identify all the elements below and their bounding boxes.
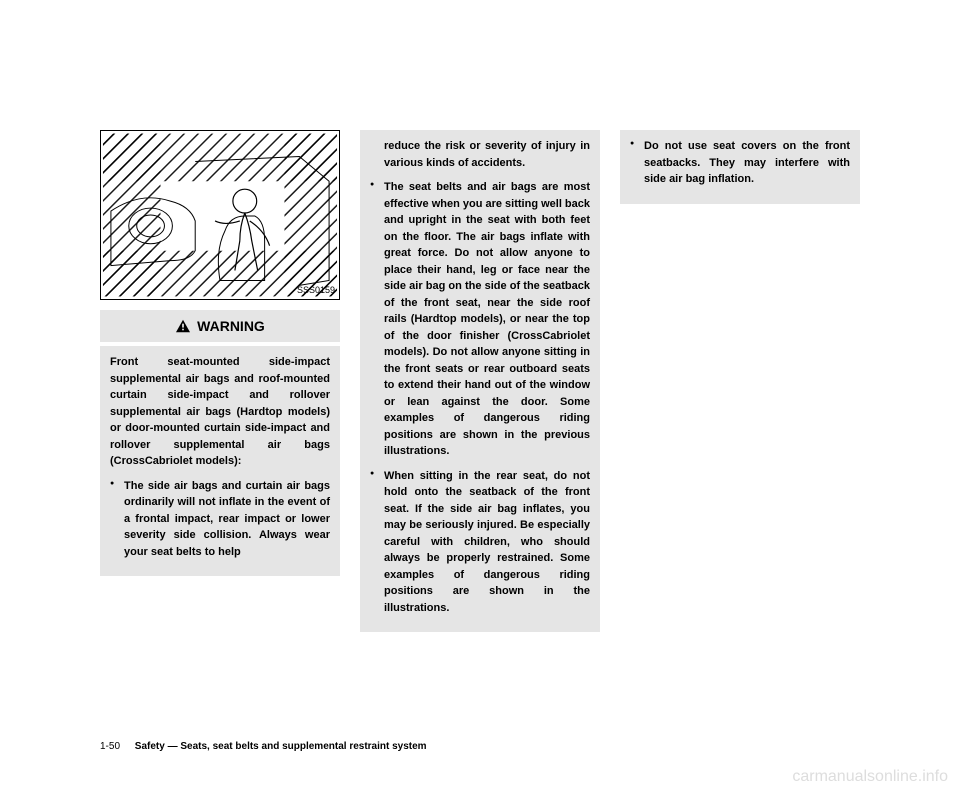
bullet-3: When sitting in the rear seat, do not ho… (370, 468, 590, 617)
column-2: reduce the risk or severity of injury in… (360, 130, 600, 632)
bullet-1-cont: reduce the risk or severity of injury in… (370, 138, 590, 171)
warning-label: WARNING (197, 316, 265, 336)
figure-svg (101, 131, 339, 299)
warning-intro: Front seat-mounted side-impact supplemen… (110, 354, 330, 470)
bullet-2: The seat belts and air bags are most eff… (370, 179, 590, 460)
page-number: 1-50 (100, 741, 120, 752)
section-title: Safety — Seats, seat belts and supplemen… (135, 741, 427, 752)
warning-box-col3: Do not use seat covers on the front seat… (620, 130, 860, 204)
page-content: SSS0159 WARNING Front seat-mounted side-… (100, 130, 860, 632)
bullet-1: The side air bags and curtain air bags o… (110, 478, 330, 561)
warning-box-col1: Front seat-mounted side-impact supplemen… (100, 346, 340, 576)
page-footer: 1-50 Safety — Seats, seat belts and supp… (100, 741, 427, 752)
column-1: SSS0159 WARNING Front seat-mounted side-… (100, 130, 340, 632)
warning-box-col2: reduce the risk or severity of injury in… (360, 130, 600, 632)
warning-icon (175, 319, 191, 333)
watermark: carmanualsonline.info (792, 768, 948, 786)
warning-figure: SSS0159 (100, 130, 340, 300)
bullet-4: Do not use seat covers on the front seat… (630, 138, 850, 188)
figure-id: SSS0159 (297, 284, 335, 297)
column-3: Do not use seat covers on the front seat… (620, 130, 860, 632)
warning-header: WARNING (100, 310, 340, 342)
